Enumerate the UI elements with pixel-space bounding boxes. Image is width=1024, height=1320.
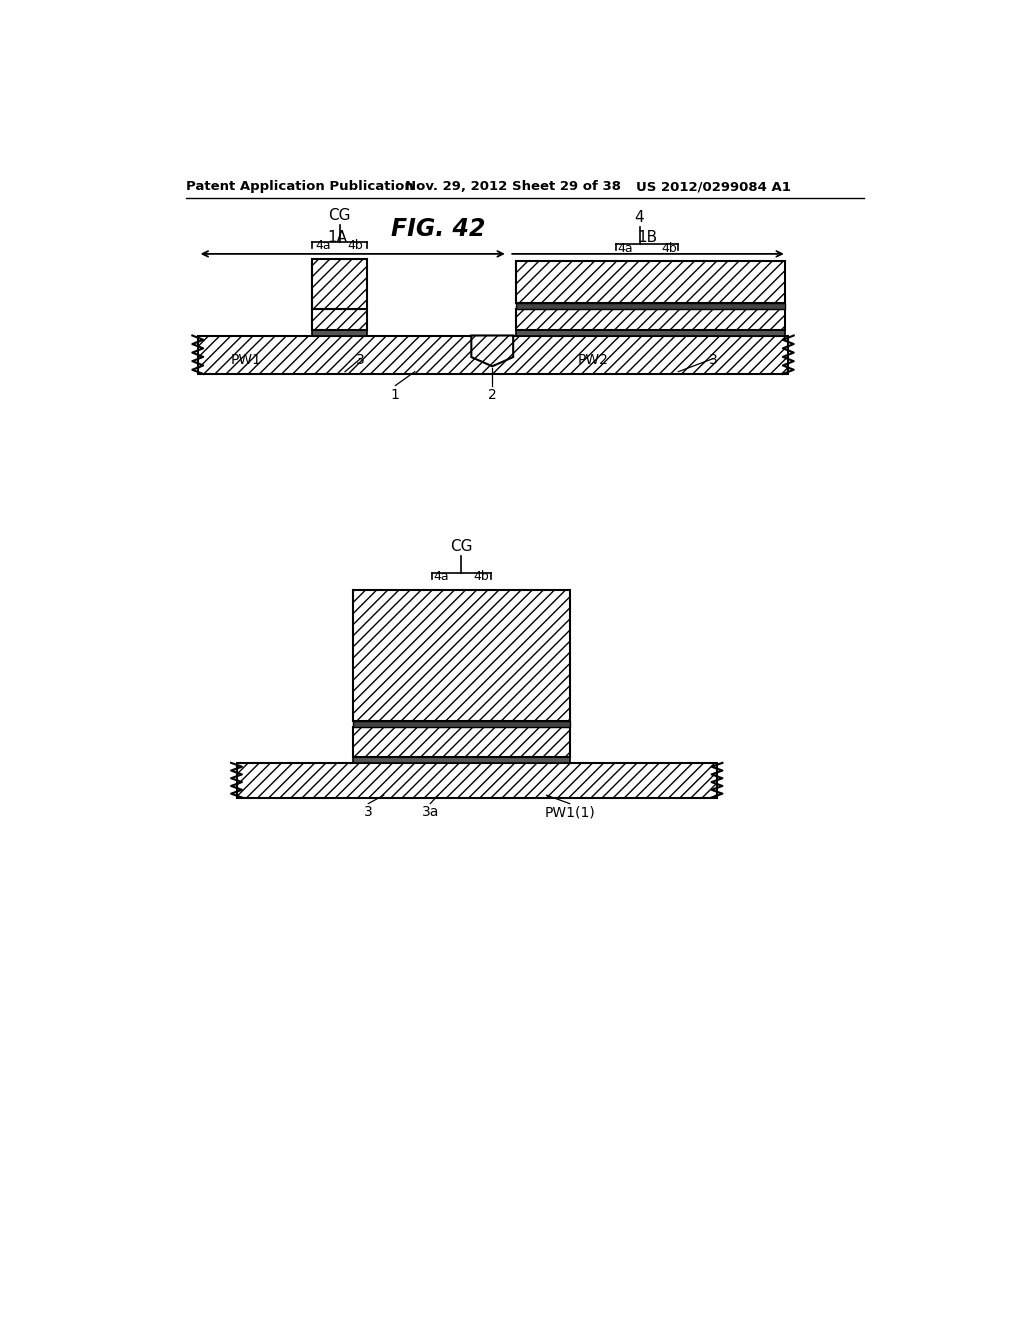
Text: 1A: 1A	[328, 231, 347, 246]
Text: 4a: 4a	[315, 239, 331, 252]
Bar	[352, 721, 569, 726]
Text: US 2012/0299084 A1: US 2012/0299084 A1	[636, 181, 791, 194]
Text: 4b: 4b	[473, 570, 489, 583]
Text: 3: 3	[709, 354, 718, 367]
Text: 1B: 1B	[637, 231, 657, 246]
Text: Nov. 29, 2012: Nov. 29, 2012	[406, 181, 508, 194]
Text: PW1: PW1	[230, 354, 261, 367]
Text: CG: CG	[450, 539, 472, 554]
Bar	[198, 335, 788, 374]
Text: 4a: 4a	[433, 570, 449, 583]
Bar	[515, 330, 785, 335]
Text: PW1(1): PW1(1)	[545, 805, 595, 820]
Text: 1: 1	[391, 388, 399, 401]
Bar	[237, 763, 717, 797]
Text: 4: 4	[635, 210, 644, 226]
Text: 3a: 3a	[422, 805, 439, 820]
Bar	[515, 309, 785, 330]
Bar	[312, 259, 367, 309]
Text: 4b: 4b	[348, 239, 364, 252]
Bar	[352, 758, 569, 763]
Text: Patent Application Publication: Patent Application Publication	[186, 181, 414, 194]
Text: 2: 2	[487, 388, 497, 401]
Bar	[312, 309, 367, 330]
Text: FIG. 42: FIG. 42	[391, 218, 485, 242]
Polygon shape	[471, 335, 513, 367]
Bar	[352, 726, 569, 758]
Text: 4a: 4a	[617, 242, 634, 255]
Text: 4b: 4b	[660, 242, 677, 255]
Text: PW2: PW2	[578, 354, 608, 367]
Text: 3: 3	[356, 354, 365, 367]
Bar	[312, 330, 367, 335]
Bar	[515, 304, 785, 309]
Bar	[352, 590, 569, 721]
Text: 3: 3	[364, 805, 373, 820]
Bar	[515, 261, 785, 304]
Text: FIG. 43: FIG. 43	[391, 601, 485, 624]
Text: Sheet 29 of 38: Sheet 29 of 38	[512, 181, 621, 194]
Text: CG: CG	[329, 209, 351, 223]
